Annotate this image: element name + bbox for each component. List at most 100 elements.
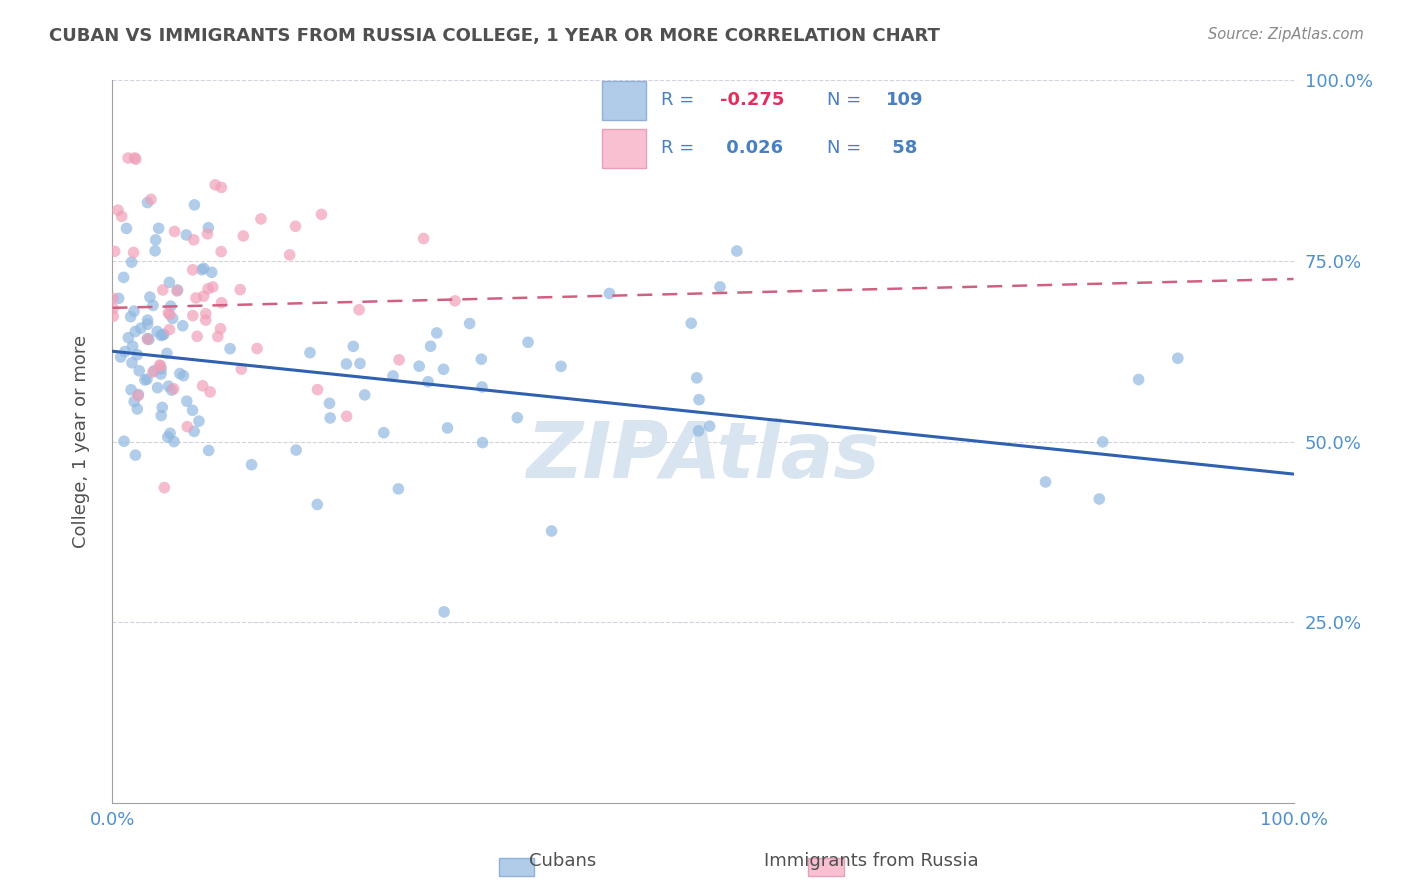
Point: [426, 326, 449, 340]
Text: 109: 109: [886, 91, 924, 109]
Text: 58: 58: [886, 139, 917, 157]
Point: [470, 352, 492, 367]
Point: [193, 289, 215, 303]
Point: [1167, 351, 1189, 366]
Point: [157, 306, 180, 320]
Point: [107, 203, 129, 218]
Point: [122, 304, 145, 318]
Point: [117, 151, 139, 165]
Point: [240, 458, 263, 472]
Point: [150, 409, 173, 423]
Point: [471, 435, 494, 450]
Point: [120, 383, 142, 397]
FancyBboxPatch shape: [602, 129, 645, 168]
Y-axis label: College, 1 year or more: College, 1 year or more: [72, 335, 90, 548]
Point: [204, 178, 226, 192]
Point: [107, 291, 129, 305]
Point: [373, 425, 395, 440]
Point: [342, 339, 364, 353]
Point: [160, 383, 183, 397]
Point: [122, 245, 145, 260]
Point: [506, 410, 529, 425]
Point: [159, 426, 181, 441]
Point: [103, 309, 125, 323]
Point: [172, 368, 194, 383]
Point: [209, 244, 232, 259]
Point: [157, 276, 180, 290]
Point: [285, 443, 308, 458]
Point: [298, 345, 321, 359]
Point: [194, 307, 217, 321]
Text: Source: ZipAtlas.com: Source: ZipAtlas.com: [1208, 27, 1364, 42]
Point: [176, 394, 198, 409]
Point: [136, 313, 159, 327]
Text: R =: R =: [661, 139, 695, 157]
Point: [416, 375, 439, 389]
Point: [1035, 475, 1057, 489]
Point: [174, 227, 197, 242]
Point: [163, 382, 186, 396]
Point: [142, 365, 165, 379]
Point: [388, 352, 411, 367]
Point: [229, 283, 252, 297]
Text: Immigrants from Russia: Immigrants from Russia: [765, 852, 979, 870]
Point: [124, 325, 146, 339]
Point: [136, 372, 159, 386]
Text: -0.275: -0.275: [720, 91, 785, 109]
Point: [201, 280, 224, 294]
Point: [681, 316, 703, 330]
Point: [550, 359, 572, 374]
Text: N =: N =: [827, 139, 860, 157]
Point: [145, 233, 167, 247]
Point: [169, 367, 191, 381]
Point: [129, 321, 152, 335]
Point: [191, 378, 214, 392]
Point: [197, 282, 219, 296]
Point: [191, 262, 214, 277]
Point: [124, 448, 146, 462]
Point: [246, 342, 269, 356]
Point: [353, 388, 375, 402]
Point: [162, 311, 184, 326]
Point: [149, 328, 172, 343]
Point: [127, 348, 149, 362]
Point: [149, 358, 172, 372]
Point: [128, 364, 150, 378]
Point: [176, 419, 198, 434]
Point: [232, 228, 254, 243]
Point: [408, 359, 430, 374]
Point: [146, 381, 169, 395]
Point: [318, 396, 340, 410]
Point: [124, 151, 146, 165]
Point: [153, 481, 176, 495]
Point: [193, 261, 215, 276]
Point: [209, 180, 232, 194]
Text: ZIPAtlas: ZIPAtlas: [526, 418, 880, 494]
Point: [517, 335, 540, 350]
Point: [156, 430, 179, 444]
Point: [347, 302, 370, 317]
Point: [115, 221, 138, 235]
Point: [127, 388, 149, 402]
Point: [207, 329, 229, 343]
Point: [307, 498, 329, 512]
Point: [1128, 372, 1150, 386]
Point: [110, 350, 132, 364]
Point: [143, 244, 166, 258]
Point: [127, 401, 149, 416]
Point: [183, 233, 205, 247]
Point: [181, 262, 204, 277]
Point: [319, 411, 342, 425]
Point: [172, 318, 194, 333]
Point: [122, 394, 145, 409]
Point: [284, 219, 307, 234]
Point: [349, 357, 371, 371]
Point: [134, 373, 156, 387]
Point: [209, 322, 232, 336]
Point: [197, 443, 219, 458]
Point: [148, 221, 170, 235]
Point: [163, 225, 186, 239]
Point: [101, 301, 124, 316]
Point: [146, 325, 169, 339]
Point: [136, 195, 159, 210]
